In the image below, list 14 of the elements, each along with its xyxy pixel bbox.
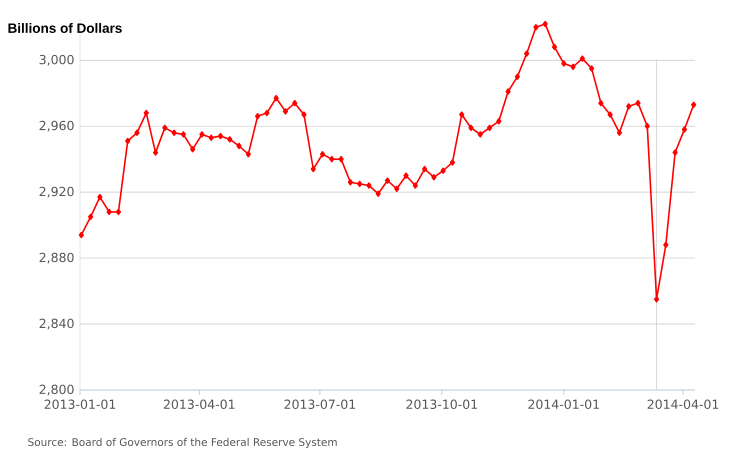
y-axis-title: Billions of Dollars xyxy=(8,23,122,33)
x-tick-label: 2014-04-01 xyxy=(648,400,718,409)
x-tick-label: 2013-10-01 xyxy=(406,400,477,409)
x-tick-label: 2014-01-01 xyxy=(528,400,599,409)
x-tick-label: 2013-07-01 xyxy=(284,400,356,409)
x-tick-label: 2013-04-01 xyxy=(164,400,234,409)
x-tick-label: 2013-01-01 xyxy=(44,400,116,409)
y-tick-label: 2,840 xyxy=(40,318,74,330)
y-tick-label: 2,960 xyxy=(40,120,74,132)
y-tick-label: 2,880 xyxy=(40,252,74,264)
y-tick-label: 2,920 xyxy=(40,186,74,198)
y-tick-label: 3,000 xyxy=(40,54,74,66)
source-note: Source: Board of Governors of the Federal Reserve System xyxy=(28,438,337,448)
y-tick-label: 2,800 xyxy=(40,384,74,396)
